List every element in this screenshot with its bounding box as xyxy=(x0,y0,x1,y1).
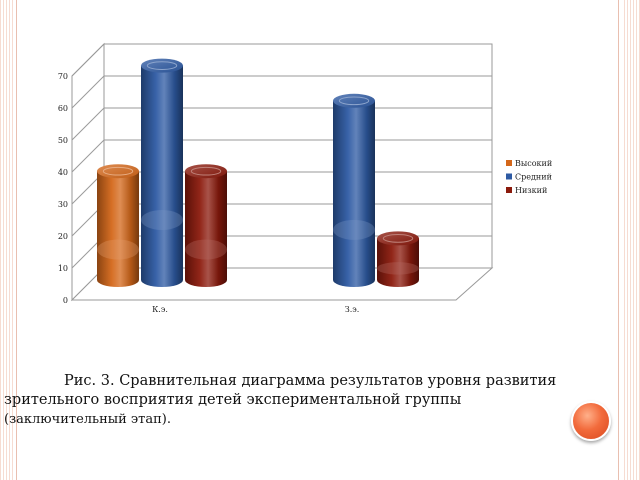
legend-label: Высокий xyxy=(515,159,552,168)
bar-Высокий-К.э. xyxy=(97,164,139,287)
y-tick-label: 50 xyxy=(58,136,68,145)
gridline-side xyxy=(71,43,105,77)
bar-top-ring xyxy=(338,96,370,106)
bar-Низкий-К.э. xyxy=(185,164,227,287)
bar-body xyxy=(141,65,183,287)
legend-swatch xyxy=(506,173,512,180)
bar-top-ring xyxy=(190,166,222,176)
caption-line-3: (заключительный этап). xyxy=(4,412,171,427)
y-tick-label: 20 xyxy=(58,232,68,241)
bar-top xyxy=(141,58,183,73)
caption-line-1: Рис. 3. Сравнительная диаграмма результа… xyxy=(64,373,557,389)
y-tick-label: 60 xyxy=(58,104,68,113)
x-axis-ticks: К.э. З.э. xyxy=(152,305,359,314)
bar-body xyxy=(333,100,375,287)
legend-label: Низкий xyxy=(515,186,547,195)
legend-label: Средний xyxy=(515,173,552,182)
bar-top xyxy=(185,164,227,179)
figure-caption: Рис. 3. Сравнительная диаграмма результа… xyxy=(4,372,574,429)
bar-body xyxy=(185,171,227,287)
left-decorative-stripe xyxy=(0,0,14,480)
decorative-orange-circle xyxy=(571,401,611,441)
y-axis-ticks: 0 10 20 30 40 50 60 70 xyxy=(58,72,68,305)
y-tick-label: 40 xyxy=(58,168,68,177)
bar-body xyxy=(377,238,419,287)
y-tick-label: 70 xyxy=(58,72,68,81)
bar-highlight xyxy=(377,262,419,275)
gridline-side xyxy=(71,75,105,109)
x-tick-label: К.э. xyxy=(152,305,168,314)
right-frame-line xyxy=(618,0,619,480)
bar-top-ring xyxy=(382,234,414,243)
bar-top-ring xyxy=(102,166,134,176)
bar-top xyxy=(97,164,139,179)
bar-Средний-К.э. xyxy=(141,58,183,287)
bar-Низкий-З.э. xyxy=(377,231,419,287)
bar-highlight xyxy=(185,239,227,260)
y-tick-label: 30 xyxy=(58,200,68,209)
gridline-side xyxy=(71,107,105,141)
chart-legend: Высокий Средний Низкий xyxy=(506,159,552,195)
y-tick-label: 0 xyxy=(63,296,68,305)
bar-body xyxy=(97,171,139,287)
bar-highlight xyxy=(333,219,375,240)
left-frame-line xyxy=(16,0,17,480)
bar-top xyxy=(377,231,419,246)
caption-line-2: зрительного восприятия детей эксперимент… xyxy=(4,392,462,408)
right-decorative-stripe xyxy=(624,0,640,480)
bar-top xyxy=(333,93,375,108)
legend-swatch xyxy=(506,187,512,193)
chart-bars xyxy=(97,58,419,287)
y-tick-label: 10 xyxy=(58,264,68,273)
x-tick-label: З.э. xyxy=(345,305,360,314)
gridline-side xyxy=(71,139,105,173)
legend-swatch xyxy=(506,160,512,166)
bar-Средний-З.э. xyxy=(333,93,375,287)
bar-highlight xyxy=(141,209,183,230)
bar-top-ring xyxy=(146,61,178,70)
bar-highlight xyxy=(97,239,139,260)
